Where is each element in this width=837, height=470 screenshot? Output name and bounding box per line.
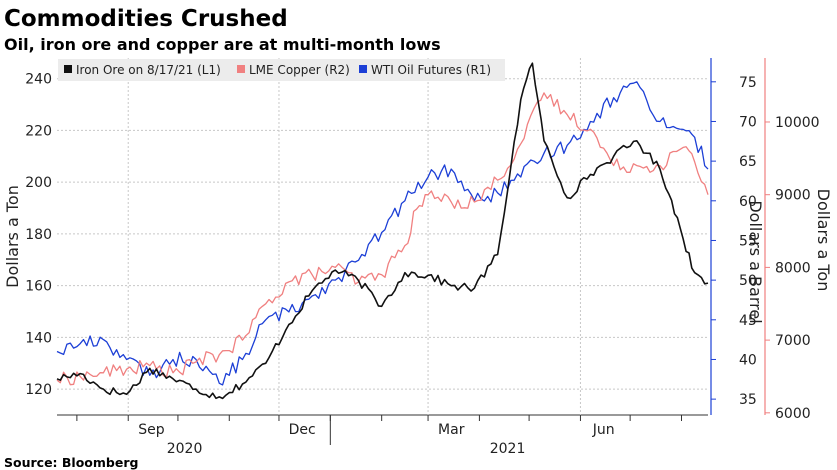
y-right1-tick-label: 45 <box>739 313 757 329</box>
legend: Iron Ore on 8/17/21 (L1) LME Copper (R2) W… <box>58 59 505 81</box>
y-right1-tick-label: 55 <box>739 233 757 249</box>
y-right1-tick-label: 35 <box>739 392 757 408</box>
legend-swatch <box>237 65 245 73</box>
y-left-tick-label: 120 <box>25 382 52 398</box>
y-right1-tick-label: 75 <box>739 75 757 91</box>
y-right1-tick-label: 60 <box>739 194 757 210</box>
x-year-label: 2021 <box>490 441 526 457</box>
y-left-tick-label: 240 <box>25 72 52 88</box>
y-right2-tick-label: 10000 <box>775 115 820 131</box>
plot-area <box>57 58 708 415</box>
axes: 120 140 160 180 200 220 240 Dollars a Ton Sep Dec… <box>3 58 833 457</box>
legend-swatch <box>64 65 72 73</box>
legend-label: Iron Ore on 8/17/21 (L1) <box>76 63 221 77</box>
legend-label: LME Copper (R2) <box>249 63 350 77</box>
chart-source: Source: Bloomberg <box>4 455 138 470</box>
y-left-tick-label: 160 <box>25 279 52 295</box>
series-line-wti-oil-futures <box>56 81 709 386</box>
x-year-label: 2020 <box>167 441 203 457</box>
y-right2-tick-label: 6000 <box>775 406 811 422</box>
series-line-iron-ore <box>56 62 709 400</box>
y-right2-tick-label: 9000 <box>775 188 811 204</box>
y-right2-tick-label: 8000 <box>775 260 811 276</box>
y-right1-tick-label: 50 <box>739 273 757 289</box>
y-left-tick-label: 200 <box>25 175 52 191</box>
y-left-tick-label: 220 <box>25 123 52 139</box>
chart-subtitle: Oil, iron ore and copper are at multi-mo… <box>4 35 441 54</box>
y-right2-axis-label: Dollars a Ton <box>814 189 833 292</box>
legend-swatch <box>359 65 367 73</box>
x-tick-label: Mar <box>438 422 465 438</box>
plot-frame <box>57 58 708 416</box>
y-right1-tick-label: 70 <box>739 114 757 130</box>
x-tick-label: Sep <box>138 422 165 438</box>
chart-title: Commodities Crushed <box>4 6 288 32</box>
x-tick-label: Dec <box>289 422 316 438</box>
y-left-axis-label: Dollars a Ton <box>3 185 22 288</box>
x-tick-label: Jun <box>592 422 615 438</box>
series-lines <box>56 62 709 400</box>
y-right1-axis-label: Dollars a Barrel <box>746 200 765 323</box>
y-right1-tick-label: 65 <box>739 154 757 170</box>
y-left-tick-label: 140 <box>25 330 52 346</box>
y-left-tick-label: 180 <box>25 227 52 243</box>
y-right1-tick-label: 40 <box>739 352 757 368</box>
legend-label: WTI Oil Futures (R1) <box>371 63 491 77</box>
y-right2-tick-label: 7000 <box>775 333 811 349</box>
legend-box <box>58 59 505 81</box>
